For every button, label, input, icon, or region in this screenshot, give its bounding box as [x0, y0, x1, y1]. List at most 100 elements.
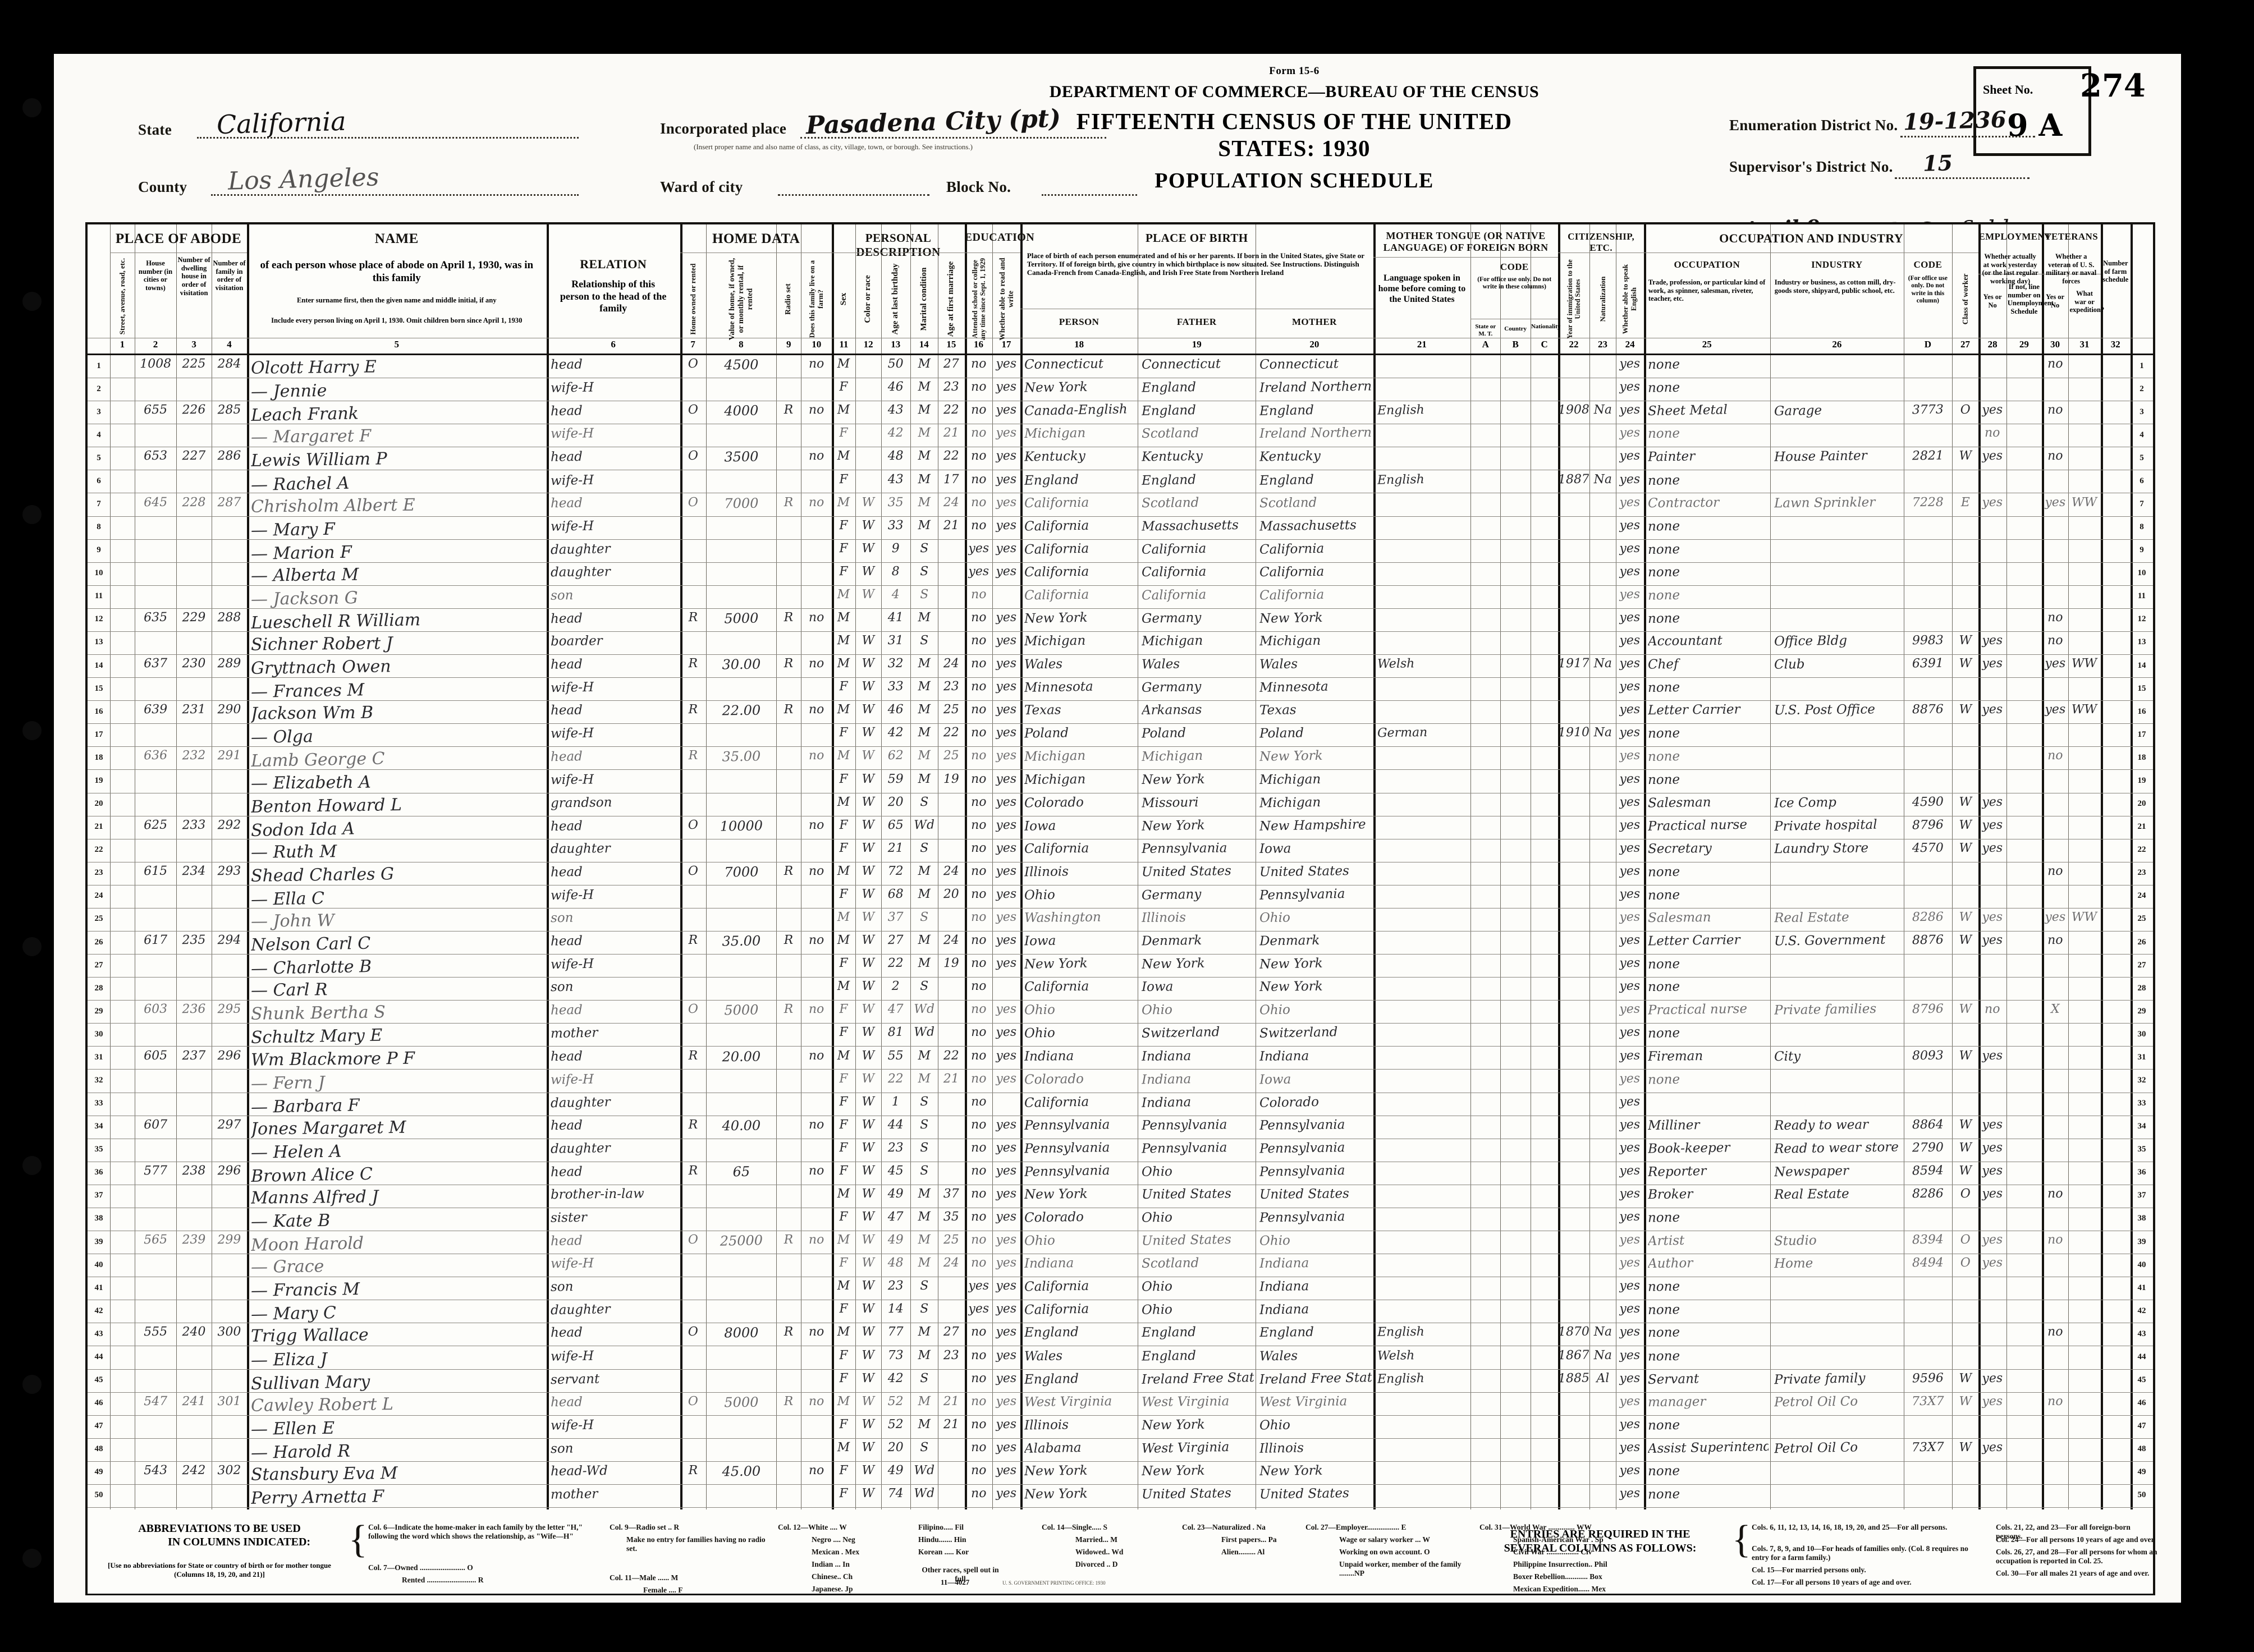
entries-title-line2: SEVERAL COLUMNS AS FOLLOWS: [1504, 1542, 1697, 1554]
footer-col31-sp: Spanish-American War . Sp [1513, 1535, 1604, 1544]
cell-cD: 7228 [1912, 495, 1944, 510]
column-header: Relationship of this person to the head … [560, 278, 667, 314]
column-number: 31 [2079, 339, 2090, 350]
cell-c11: M [837, 356, 850, 371]
column-number: 28 [1987, 339, 1998, 350]
cell-c12: W [862, 1140, 875, 1155]
footer-req8: Col. 30—For all males 21 years of age an… [1996, 1569, 2150, 1577]
cell-c25: none [1647, 680, 1680, 696]
footer-req5: Cols. 21, 22, and 23—For all foreign-bor… [1996, 1523, 2131, 1541]
cell-c7: O [688, 1002, 698, 1017]
row-number: 43 [94, 1329, 103, 1338]
cell-c6: brother-in-law [550, 1186, 644, 1203]
cell-c22: 1870 [1558, 1325, 1589, 1339]
cell-c25: Accountant [1647, 633, 1722, 649]
cell-c20: Ohio [1259, 1233, 1291, 1249]
cell-c14: Wd [913, 1486, 934, 1501]
cell-c25: none [1647, 1348, 1680, 1364]
cell-c8: 25000 [719, 1232, 763, 1249]
cell-c19: Indiana [1142, 1048, 1192, 1064]
cell-c4: 295 [217, 1002, 241, 1017]
cell-c23: Na [1593, 1348, 1612, 1362]
incorporated-rule [800, 137, 1106, 139]
cell-c4: 299 [217, 1232, 241, 1247]
cell-cD: 8594 [1912, 1163, 1944, 1178]
column-header: of each person whose place of abode on A… [260, 259, 534, 284]
page-header: Form 15-6 DEPARTMENT OF COMMERCE—BUREAU … [54, 54, 2181, 271]
column-header: Trade, profession, or particular kind of… [1648, 278, 1766, 303]
cell-c16: no [970, 818, 987, 832]
cell-c16: no [970, 887, 987, 902]
cell-c27: E [1960, 495, 1970, 510]
cell-c7: R [688, 610, 698, 625]
cell-c20: Ireland Free State [1259, 1370, 1372, 1387]
cell-c16: no [970, 679, 987, 694]
cell-c5: Jackson Wm B [250, 703, 374, 724]
cell-c2: 577 [143, 1163, 168, 1178]
cell-c18: California [1024, 541, 1089, 557]
cell-c5: Sullivan Mary [250, 1371, 370, 1394]
row-number: 48 [94, 1444, 103, 1454]
cell-c17: yes [996, 1163, 1017, 1178]
column-header: Whether a veteran of U. S. military or n… [2046, 253, 2097, 285]
column-number: 7 [690, 339, 695, 350]
column-rule [1589, 224, 1590, 1509]
cell-c14: M [917, 495, 931, 510]
cell-c16: no [970, 910, 987, 925]
cell-c20: New York [1259, 749, 1323, 765]
cell-c13: 22 [887, 956, 904, 971]
cell-c4: 292 [217, 818, 241, 833]
cell-c14: M [917, 680, 931, 694]
cell-c10: no [808, 449, 824, 464]
cell-c5: Stansbury Eva M [250, 1463, 398, 1485]
ward-label: Ward of city [660, 178, 743, 195]
cell-c5: — Jackson G [250, 588, 358, 609]
cell-c3: 226 [182, 402, 206, 417]
cell-c27: W [1959, 933, 1972, 948]
cell-c14: M [917, 426, 931, 440]
cell-c24: yes [1619, 379, 1641, 394]
column-number: 4 [227, 339, 232, 350]
cell-c24: yes [1619, 1209, 1641, 1224]
row-number: 42 [94, 1306, 103, 1315]
cell-c17: yes [996, 887, 1017, 902]
cell-c7: O [688, 1325, 698, 1339]
column-rule [2130, 224, 2133, 1509]
cell-c24: yes [1619, 749, 1641, 763]
cell-c25: Book-keeper [1647, 1140, 1730, 1157]
ed-label: Enumeration District No. [1729, 117, 1898, 134]
cell-c24: yes [1619, 495, 1641, 510]
column-number: 8 [739, 339, 744, 350]
cell-c5: Brown Alice C [250, 1164, 373, 1186]
cell-c6: head [550, 403, 583, 419]
cell-c16: no [970, 610, 987, 625]
cell-c14: M [917, 1325, 931, 1339]
cell-c5: — Ellen E [250, 1418, 335, 1439]
cell-c17: yes [996, 518, 1017, 533]
cell-c30: no [2047, 1325, 2063, 1339]
cell-c12: W [862, 1071, 875, 1086]
cell-c12: W [862, 933, 875, 948]
cell-c12: W [862, 1325, 875, 1339]
cell-c20: California [1259, 564, 1325, 580]
cell-c28: yes [1982, 1440, 2003, 1455]
row-rule [88, 769, 2153, 770]
cell-c6: servant [550, 1371, 599, 1387]
cell-c26: House Painter [1774, 448, 1867, 465]
row-rule [88, 608, 2153, 609]
cell-c17: yes [996, 933, 1017, 948]
cell-c18: Colorado [1024, 795, 1084, 811]
cell-c27: O [1960, 1232, 1971, 1247]
column-header-rotated: Age at last birthday [891, 263, 900, 335]
cell-c25: none [1647, 726, 1680, 741]
column-rule [776, 224, 777, 1509]
column-header-rotated: Whether able to speak English [1621, 264, 1638, 334]
cell-c5: Wm Blackmore P F [250, 1048, 415, 1070]
cell-c7: O [688, 449, 698, 464]
cell-c27: O [1960, 403, 1971, 417]
cell-c6: wife-H [550, 726, 594, 742]
column-header: State or M. T. [1475, 323, 1496, 337]
cell-c3: 239 [182, 1232, 206, 1247]
cell-c6: head [550, 357, 583, 373]
cell-c18: Illinois [1024, 1417, 1069, 1433]
